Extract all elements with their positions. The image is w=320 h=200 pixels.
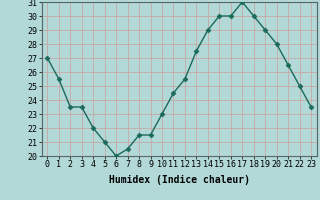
X-axis label: Humidex (Indice chaleur): Humidex (Indice chaleur) [109, 175, 250, 185]
